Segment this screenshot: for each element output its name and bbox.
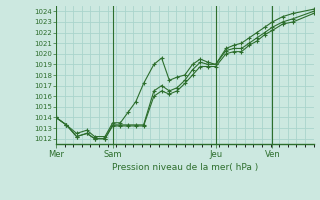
X-axis label: Pression niveau de la mer( hPa ): Pression niveau de la mer( hPa ) <box>112 163 258 172</box>
